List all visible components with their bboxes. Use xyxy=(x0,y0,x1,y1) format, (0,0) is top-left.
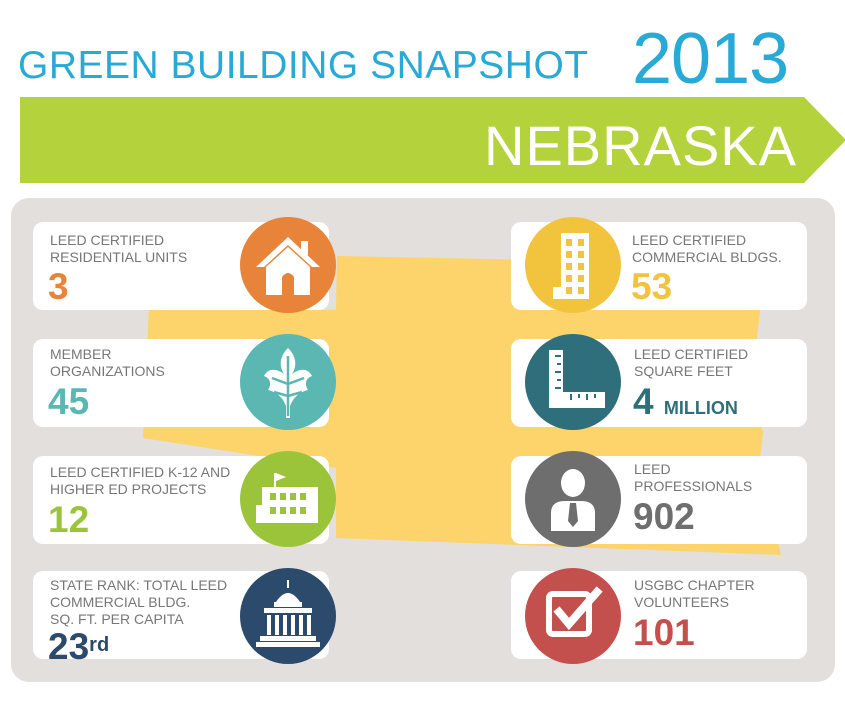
state-name: NEBRASKA xyxy=(484,114,797,177)
house-icon xyxy=(240,217,336,313)
stat-value: 101 xyxy=(633,612,695,653)
stat-label: COMMERCIAL BLDGS. xyxy=(632,249,782,265)
stat-unit: MILLION xyxy=(663,398,738,418)
stat-value: 23rd xyxy=(48,626,110,667)
capitol-icon xyxy=(240,568,336,664)
oak-leaf-icon xyxy=(240,334,336,430)
stat-label: HIGHER ED PROJECTS xyxy=(50,481,207,497)
stat-value: 53 xyxy=(631,266,673,307)
stat-label: PROFESSIONALS xyxy=(634,478,753,494)
stat-label: MEMBER xyxy=(50,346,112,362)
state-banner xyxy=(20,97,845,183)
person-icon xyxy=(525,451,621,547)
carpenter-square-icon xyxy=(525,334,621,430)
stat-label: RESIDENTIAL UNITS xyxy=(50,249,188,265)
rank-suffix: rd xyxy=(89,634,110,656)
stat-value: 12 xyxy=(48,499,90,540)
page-title: GREEN BUILDING SNAPSHOT xyxy=(18,44,589,87)
stats-panel: LEED CERTIFIED RESIDENTIAL UNITS 3 MEMBE… xyxy=(11,198,835,682)
stat-value: 3 xyxy=(48,266,69,307)
stat-label: VOLUNTEERS xyxy=(634,594,729,610)
page-year: 2013 xyxy=(632,19,789,99)
stat-label: ORGANIZATIONS xyxy=(50,363,165,379)
stat-label: STATE RANK: TOTAL LEED xyxy=(50,577,228,593)
stat-label: LEED CERTIFIED xyxy=(50,232,165,248)
stat-value: 45 xyxy=(48,381,90,422)
stat-label: LEED CERTIFIED K-12 AND xyxy=(50,464,231,480)
office-building-icon xyxy=(525,217,621,313)
stat-label: USGBC CHAPTER xyxy=(634,577,755,593)
stat-label: LEED CERTIFIED xyxy=(632,232,747,248)
stat-label: COMMERCIAL BLDG. xyxy=(50,594,191,610)
stat-label: LEED xyxy=(634,461,671,477)
stat-label: SQ. FT. PER CAPITA xyxy=(50,611,184,627)
checkbox-icon xyxy=(525,568,621,664)
stat-value: 902 xyxy=(633,496,695,537)
school-icon xyxy=(240,451,336,547)
stat-label: LEED CERTIFIED xyxy=(634,346,749,362)
stat-value: 4 MILLION xyxy=(633,381,738,422)
stat-label: SQUARE FEET xyxy=(634,363,733,379)
